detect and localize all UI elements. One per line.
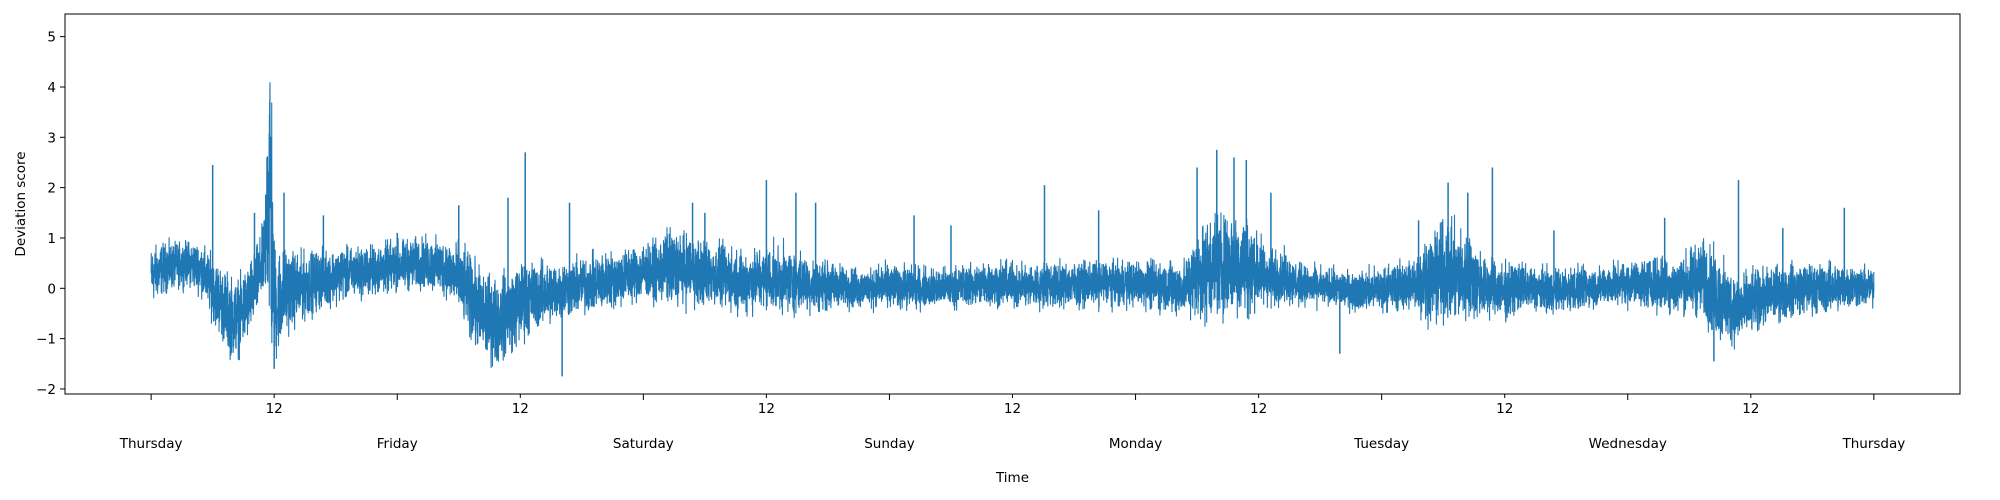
x-major-tick-label: Friday [377,436,418,452]
y-tick-label: 1 [47,231,56,247]
x-minor-tick-label: 12 [1250,401,1267,417]
series-line [150,82,1875,369]
x-axis: 12 12 12 12 12 12 12 Thursday Friday Saturday Sund… [119,394,1905,452]
x-minor-tick-label: 12 [758,401,775,417]
x-axis-label: Time [995,470,1029,486]
x-minor-tick-label: 12 [1496,401,1513,417]
y-tick-label: −2 [36,382,56,398]
series-layer [150,82,1875,377]
y-tick-label: 0 [47,281,56,297]
x-minor-tick-label: 12 [1004,401,1021,417]
x-minor-tick-label: 12 [512,401,529,417]
y-tick-label: 4 [47,80,56,96]
x-major-tick-label: Saturday [613,436,674,452]
y-tick-label: 5 [47,30,56,46]
y-axis: −2 −1 0 1 2 3 4 5 [36,30,65,398]
x-minor-tick-label: 12 [266,401,283,417]
x-major-tick-label: Tuesday [1353,436,1409,452]
y-tick-label: 3 [47,130,56,146]
x-minor-tick-label: 12 [1742,401,1759,417]
x-major-tick-label: Thursday [1841,436,1905,452]
x-major-tick-label: Wednesday [1589,436,1667,452]
y-axis-label: Deviation score [13,151,29,256]
x-major-tick-label: Sunday [864,436,915,452]
x-major-tick-label: Thursday [119,436,183,452]
y-tick-label: −1 [36,332,56,348]
x-major-tick-label: Monday [1109,436,1162,452]
y-tick-label: 2 [47,181,56,197]
